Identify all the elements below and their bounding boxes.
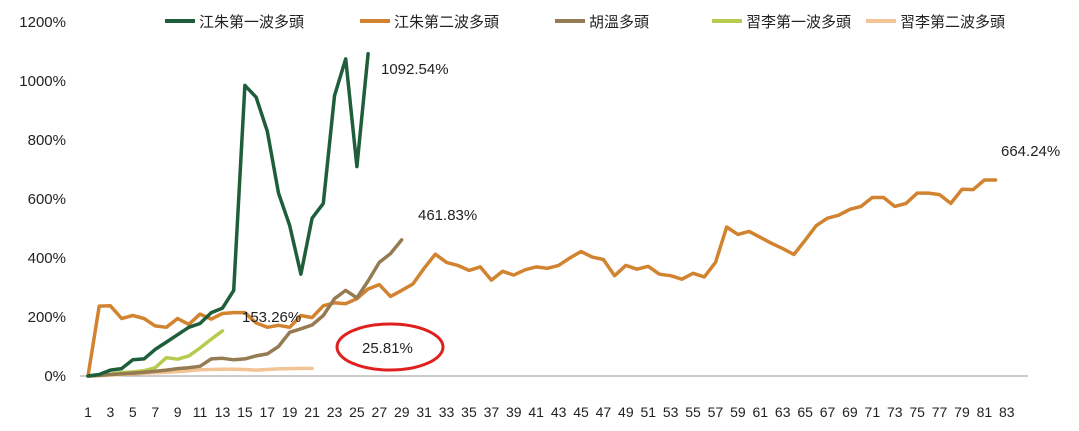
- series-line-2: [86, 178, 998, 378]
- annotation-series-3-end: 461.83%: [418, 207, 477, 224]
- x-tick-label: 1: [84, 404, 92, 420]
- x-tick-label: 27: [372, 404, 388, 420]
- x-tick-label: 39: [506, 404, 522, 420]
- x-tick-label: 3: [107, 404, 115, 420]
- legend-label: 江朱第一波多頭: [199, 13, 304, 31]
- y-tick-label: 1200%: [19, 14, 66, 31]
- annotation-series-4-end: 153.26%: [242, 309, 301, 326]
- x-tick-label: 75: [909, 404, 925, 420]
- y-tick-label: 400%: [28, 250, 66, 267]
- highlight-ellipse: [335, 322, 445, 372]
- x-tick-label: 79: [954, 404, 970, 420]
- x-tick-label: 29: [394, 404, 410, 420]
- x-tick-label: 77: [932, 404, 948, 420]
- series-line-1: [86, 51, 370, 378]
- legend-item-1: 江朱第一波多頭: [165, 13, 304, 31]
- x-tick-label: 5: [129, 404, 137, 420]
- x-tick-label: 73: [887, 404, 903, 420]
- x-tick-label: 71: [865, 404, 881, 420]
- x-tick-label: 59: [730, 404, 746, 420]
- x-tick-label: 21: [304, 404, 320, 420]
- x-tick-label: 49: [618, 404, 634, 420]
- legend-item-2: 江朱第二波多頭: [360, 13, 499, 31]
- x-tick-label: 9: [174, 404, 182, 420]
- y-axis: 0% 200% 400% 600% 800% 1000% 1200%: [19, 14, 66, 385]
- x-tick-label: 7: [151, 404, 159, 420]
- x-tick-label: 13: [215, 404, 231, 420]
- x-tick-label: 31: [416, 404, 432, 420]
- legend-label: 胡溫多頭: [589, 14, 649, 31]
- x-tick-label: 23: [327, 404, 343, 420]
- x-tick-label: 57: [708, 404, 724, 420]
- legend-label: 習李第二波多頭: [900, 13, 1005, 31]
- legend-label: 習李第一波多頭: [746, 13, 851, 31]
- x-tick-label: 35: [461, 404, 477, 420]
- x-tick-label: 15: [237, 404, 253, 420]
- x-tick-label: 33: [439, 404, 455, 420]
- x-tick-label: 83: [999, 404, 1015, 420]
- y-tick-label: 0%: [44, 368, 66, 385]
- x-tick-label: 67: [820, 404, 836, 420]
- series-layer: [86, 51, 998, 378]
- legend-item-3: 胡溫多頭: [555, 14, 649, 31]
- x-tick-label: 53: [663, 404, 679, 420]
- x-tick-label: 63: [775, 404, 791, 420]
- x-tick-label: 51: [640, 404, 656, 420]
- x-tick-label: 43: [551, 404, 567, 420]
- series-line-3: [86, 238, 404, 378]
- x-tick-label: 55: [685, 404, 701, 420]
- y-tick-label: 600%: [28, 191, 66, 208]
- annotation-series-2-end: 664.24%: [1001, 143, 1060, 160]
- legend-item-5: 習李第二波多頭: [866, 13, 1005, 31]
- x-tick-label: 61: [753, 404, 769, 420]
- legend: 江朱第一波多頭 江朱第二波多頭 胡溫多頭 習李第一波多頭 習李第二波多頭: [165, 13, 1005, 31]
- annotation-series-1-end: 1092.54%: [381, 61, 449, 78]
- x-tick-label: 81: [977, 404, 993, 420]
- x-tick-label: 41: [528, 404, 544, 420]
- x-tick-label: 19: [282, 404, 298, 420]
- x-tick-label: 37: [484, 404, 500, 420]
- x-tick-label: 25: [349, 404, 365, 420]
- x-tick-label: 65: [797, 404, 813, 420]
- x-tick-label: 45: [573, 404, 589, 420]
- x-axis: 1 3 5 7 9 11 13 15 17 19 21 23 25 27 29 31 33 35 37 39 41 43 4…: [80, 375, 1028, 420]
- x-tick-label: 47: [596, 404, 612, 420]
- annotation-series-5-end: 25.81%: [362, 340, 413, 357]
- y-tick-label: 800%: [28, 132, 66, 149]
- x-tick-label: 17: [259, 404, 275, 420]
- y-tick-label: 1000%: [19, 73, 66, 90]
- x-tick-label: 11: [193, 404, 208, 420]
- legend-label: 江朱第二波多頭: [394, 13, 499, 31]
- y-tick-label: 200%: [28, 309, 66, 326]
- x-tick-label: 69: [842, 404, 858, 420]
- legend-item-4: 習李第一波多頭: [712, 13, 851, 31]
- annotations: 1092.54% 664.24% 461.83% 153.26% 25.81%: [242, 61, 1060, 372]
